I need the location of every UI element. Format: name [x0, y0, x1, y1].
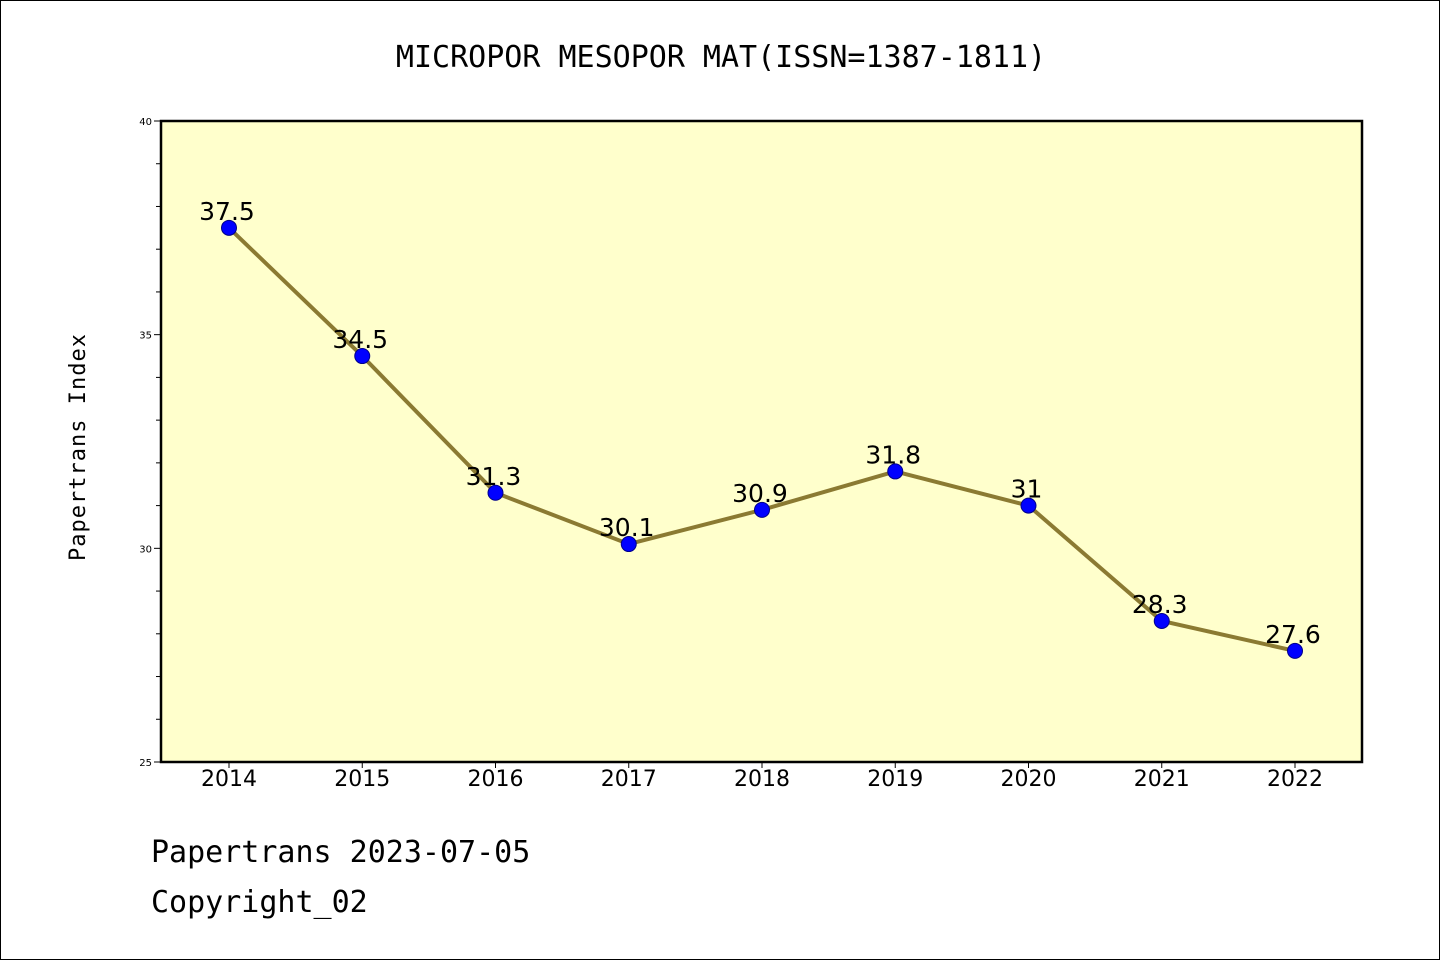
data-label: 27.6 [1265, 620, 1321, 649]
data-point [887, 463, 904, 480]
data-label: 34.5 [332, 325, 388, 354]
x-tick-label: 2017 [601, 767, 657, 792]
x-tick-label: 2021 [1134, 767, 1190, 792]
x-axis: 2014 2015 2016 2017 2018 2019 2020 2021 2022 [201, 762, 1323, 792]
data-point [221, 219, 237, 236]
x-tick-label: 2020 [1001, 767, 1057, 792]
data-label: 31 [1011, 475, 1043, 504]
footer-date-stamp: Papertrans 2023-07-05 [151, 835, 531, 870]
data-label: 30.9 [732, 479, 788, 508]
data-point [754, 501, 770, 518]
plot-area [159, 119, 1364, 764]
data-point [1020, 497, 1037, 514]
y-tick-label: 25 [139, 758, 152, 769]
data-point [354, 348, 371, 365]
x-tick-label: 2022 [1267, 767, 1323, 792]
y-tick-label: 35 [139, 331, 152, 342]
data-label: 30.1 [599, 513, 655, 542]
x-tick-label: 2016 [468, 767, 524, 792]
data-label: 37.5 [199, 197, 255, 226]
data-labels: 37.5 34.5 31.3 30.1 30.9 31.8 31 28.3 27.6 [199, 197, 1321, 649]
chart-title: MICROPOR MESOPOR MAT(ISSN=1387-1811) [396, 40, 1046, 75]
data-point [1153, 612, 1170, 629]
x-tick-label: 2015 [334, 767, 390, 792]
data-point [487, 484, 504, 501]
x-tick-label: 2018 [734, 767, 790, 792]
y-tick-label: 30 [139, 544, 152, 555]
x-tick-label: 2019 [867, 767, 923, 792]
x-tick-label: 2014 [201, 767, 257, 792]
data-label: 31.8 [865, 440, 921, 469]
data-label: 31.3 [466, 462, 522, 491]
y-axis-label: Papertrans Index [66, 333, 91, 561]
data-point [1287, 642, 1303, 659]
series-group [221, 219, 1303, 659]
y-tick-label: 40 [139, 117, 152, 128]
data-label: 28.3 [1132, 590, 1188, 619]
footer-copyright: Copyright_02 [151, 885, 368, 920]
y-axis: 25 30 35 40 [139, 117, 161, 769]
data-point [620, 536, 637, 553]
